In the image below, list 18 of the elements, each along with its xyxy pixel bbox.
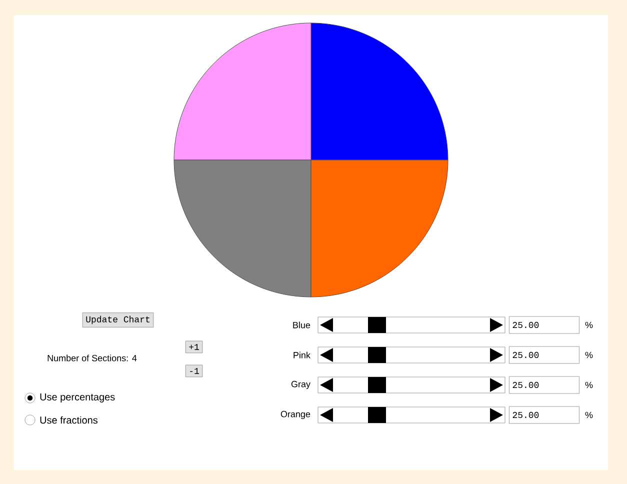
text: % — [585, 412, 593, 418]
text: Update Chart — [86, 316, 150, 324]
text: Gray — [291, 380, 310, 390]
text: Use fractions — [40, 416, 98, 424]
text: -1 — [190, 368, 199, 374]
text: +1 — [189, 344, 199, 350]
text: Use percentages — [40, 394, 115, 402]
text: 25.00 — [512, 322, 539, 328]
text: % — [585, 322, 593, 328]
text: 25.00 — [512, 382, 539, 388]
text: Blue — [293, 322, 310, 328]
text: Pink — [294, 352, 310, 358]
text: Orange — [280, 410, 310, 420]
text: 25.00 — [512, 352, 539, 358]
text: % — [585, 382, 593, 388]
text: % — [585, 352, 593, 358]
text: 25.00 — [512, 412, 539, 418]
text: Number of Sections: 4 — [48, 354, 137, 362]
